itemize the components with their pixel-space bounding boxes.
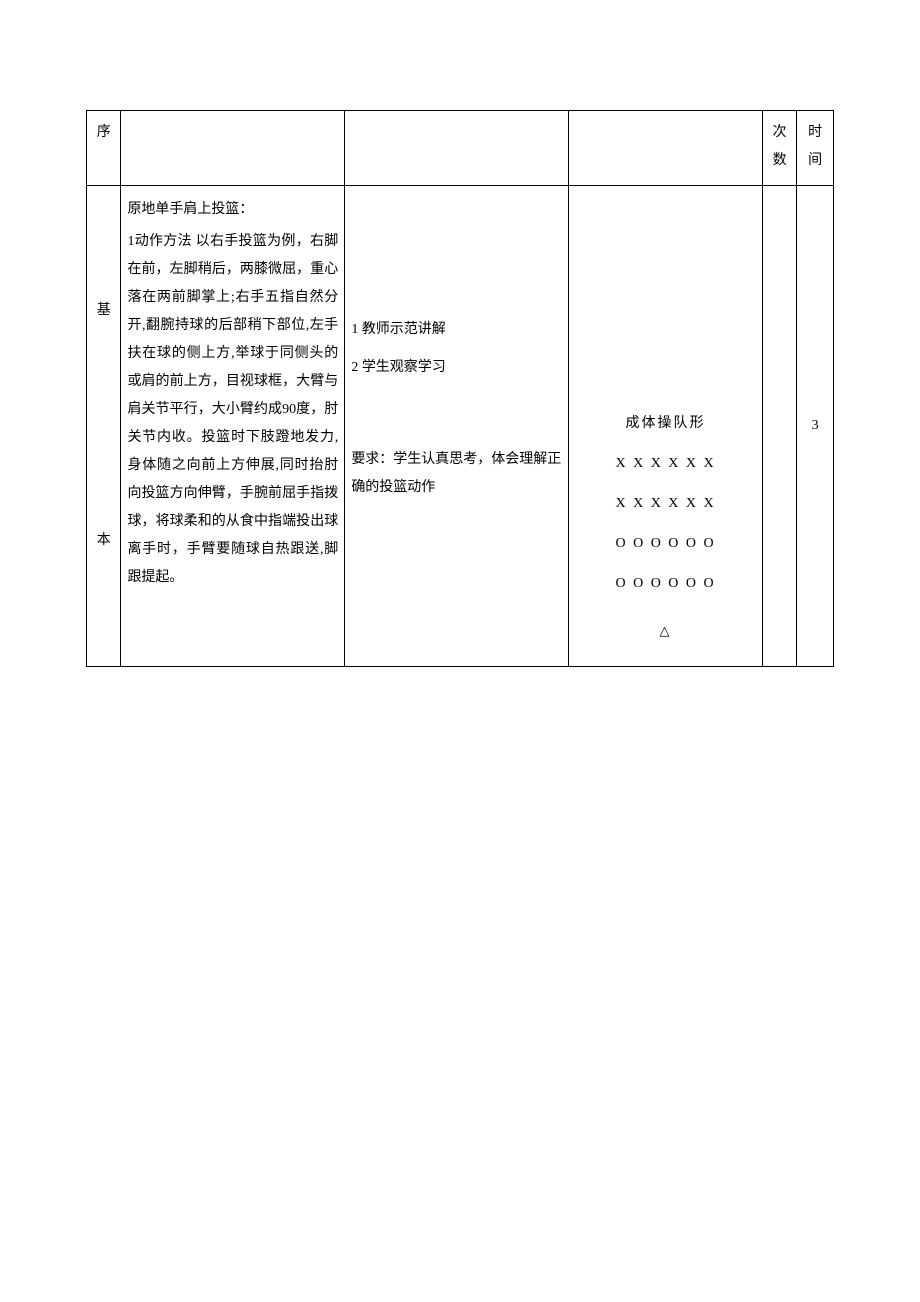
header-count: 次数 [762,111,796,186]
formation-row-x1: X X X X X X [575,450,756,478]
header-teaching-empty [345,111,569,186]
cell-teaching: 1 教师示范讲解 2 学生观察学习 要求：学生认真思考，体会理解正确的投篮动作 [345,186,569,667]
cell-formation: 成体操队形 X X X X X X X X X X X X O O O O O … [569,186,763,667]
header-formation-empty [569,111,763,186]
table-row: 基 本 原地单手肩上投篮： 1动作方法 以右手投篮为例，右脚在前，左脚稍后，两膝… [87,186,834,667]
header-content-empty [121,111,345,186]
formation-teacher-icon: △ [575,618,756,644]
header-time: 时间 [797,111,834,186]
cell-content: 原地单手肩上投篮： 1动作方法 以右手投篮为例，右脚在前，左脚稍后，两膝微屈，重… [121,186,345,667]
table-header-row: 序 次数 时间 [87,111,834,186]
formation-block: 成体操队形 X X X X X X X X X X X X O O O O O … [575,410,756,644]
cell-seq: 基 本 [87,186,121,667]
teach-requirement: 要求：学生认真思考，体会理解正确的投篮动作 [351,446,562,502]
content-body: 1动作方法 以右手投篮为例，右脚在前，左脚稍后，两膝微屈，重心落在两前脚掌上;右… [127,228,338,592]
seq-char-2: 本 [97,527,111,555]
content-title: 原地单手肩上投篮： [127,196,338,224]
formation-row-o1: O O O O O O [575,530,756,558]
header-seq: 序 [87,111,121,186]
formation-row-x2: X X X X X X [575,490,756,518]
formation-title: 成体操队形 [575,410,756,438]
teach-item-2: 2 学生观察学习 [351,354,562,382]
formation-row-o2: O O O O O O [575,570,756,598]
teach-item-1: 1 教师示范讲解 [351,316,562,344]
seq-char-1: 基 [97,297,111,325]
cell-time: 3 [797,186,834,667]
lesson-plan-table: 序 次数 时间 基 本 原地单手肩上投篮： 1动作方法 以右手投篮为例，右脚在前… [86,110,834,667]
seq-vertical-text: 基 本 [93,196,114,656]
cell-count [762,186,796,667]
